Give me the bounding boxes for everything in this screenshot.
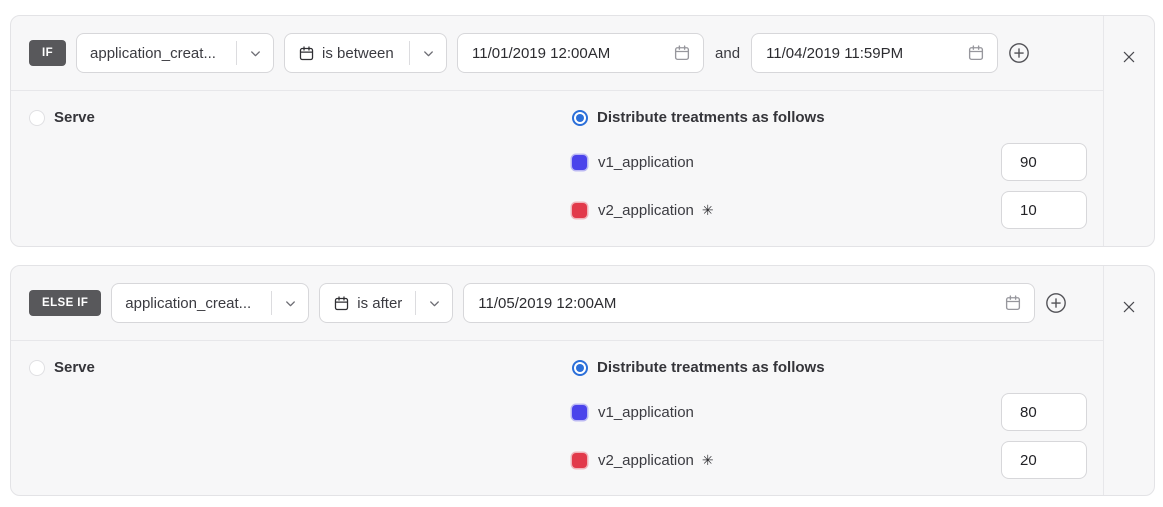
rule-close-column xyxy=(1103,266,1154,495)
date-start-input[interactable]: 11/01/2019 12:00AM xyxy=(457,33,705,73)
calendar-icon[interactable] xyxy=(673,44,691,62)
treatment-color-swatch xyxy=(572,202,587,218)
condition-badge: IF xyxy=(29,40,67,66)
dropdown-divider xyxy=(236,41,238,65)
treatment-row: v2_application ✳ xyxy=(572,441,1087,479)
date-start-value: 11/05/2019 12:00AM xyxy=(478,294,617,312)
chevron-down-icon xyxy=(427,296,442,311)
radio-selected-icon[interactable] xyxy=(572,109,588,126)
serve-label: Serve xyxy=(54,109,95,126)
serve-radio-option[interactable]: Serve xyxy=(29,109,95,126)
rule-card-if: IF application_creat... is between 11/01… xyxy=(10,15,1155,247)
attribute-dropdown[interactable]: application_creat... xyxy=(111,283,310,323)
radio-unselected-icon[interactable] xyxy=(29,109,45,126)
chevron-down-icon xyxy=(283,296,298,311)
dropdown-divider xyxy=(415,291,417,315)
rule-main: IF application_creat... is between 11/01… xyxy=(11,16,1103,246)
serve-radio-option[interactable]: Serve xyxy=(29,359,95,376)
close-icon[interactable] xyxy=(1120,298,1138,316)
attribute-dropdown-value: application_creat... xyxy=(90,44,216,62)
treatment-percent-input[interactable] xyxy=(1001,143,1087,181)
distribute-label: Distribute treatments as follows xyxy=(597,109,825,126)
date-start-value: 11/01/2019 12:00AM xyxy=(472,44,611,62)
distribute-section: Distribute treatments as follows v1_appl… xyxy=(572,359,1087,479)
treatment-color-swatch xyxy=(572,452,587,468)
serve-section: Serve Distribute treatments as follows v… xyxy=(11,91,1103,246)
conjunction-label: and xyxy=(715,44,741,62)
default-treatment-marker: ✳ xyxy=(701,201,714,218)
operator-dropdown-value: is between xyxy=(322,44,394,62)
date-end-value: 11/04/2019 11:59PM xyxy=(766,44,904,62)
operator-dropdown[interactable]: is after xyxy=(319,283,454,323)
treatment-name: v2_application xyxy=(598,451,694,469)
condition-row: ELSE IF application_creat... is after 11… xyxy=(11,266,1103,341)
serve-section: Serve Distribute treatments as follows v… xyxy=(11,341,1103,495)
treatment-list: v1_application v2_application ✳ xyxy=(572,393,1087,479)
condition-badge: ELSE IF xyxy=(29,290,102,316)
radio-unselected-icon[interactable] xyxy=(29,359,45,376)
radio-selected-icon[interactable] xyxy=(572,359,588,376)
treatment-percent-input[interactable] xyxy=(1001,441,1087,479)
add-condition-icon[interactable] xyxy=(1008,42,1030,64)
distribute-radio-option[interactable]: Distribute treatments as follows xyxy=(572,359,1087,376)
distribute-radio-option[interactable]: Distribute treatments as follows xyxy=(572,109,1087,126)
distribute-label: Distribute treatments as follows xyxy=(597,359,825,376)
calendar-icon[interactable] xyxy=(1004,294,1022,312)
treatment-percent-input[interactable] xyxy=(1001,191,1087,229)
treatment-color-swatch xyxy=(572,154,587,170)
calendar-icon[interactable] xyxy=(967,44,985,62)
treatment-name: v1_application xyxy=(598,403,694,421)
operator-dropdown-value: is after xyxy=(357,294,403,312)
treatment-percent-input[interactable] xyxy=(1001,393,1087,431)
add-condition-icon[interactable] xyxy=(1045,292,1067,314)
attribute-dropdown-value: application_creat... xyxy=(125,294,252,312)
treatment-row: v1_application xyxy=(572,393,1087,431)
treatment-color-swatch xyxy=(572,404,587,420)
operator-dropdown[interactable]: is between xyxy=(284,33,448,73)
close-icon[interactable] xyxy=(1120,48,1138,66)
distribute-section: Distribute treatments as follows v1_appl… xyxy=(572,109,1087,229)
date-end-input[interactable]: 11/04/2019 11:59PM xyxy=(751,33,999,73)
treatment-row: v1_application xyxy=(572,143,1087,181)
treatment-row: v2_application ✳ xyxy=(572,191,1087,229)
chevron-down-icon xyxy=(421,46,436,61)
condition-row: IF application_creat... is between 11/01… xyxy=(11,16,1103,91)
treatment-name: v1_application xyxy=(598,153,694,171)
attribute-dropdown[interactable]: application_creat... xyxy=(76,33,275,73)
chevron-down-icon xyxy=(248,46,263,61)
date-start-input[interactable]: 11/05/2019 12:00AM xyxy=(463,283,1036,323)
dropdown-divider xyxy=(271,291,273,315)
serve-label: Serve xyxy=(54,359,95,376)
calendar-icon xyxy=(298,45,315,62)
rule-main: ELSE IF application_creat... is after 11… xyxy=(11,266,1103,495)
treatment-name: v2_application xyxy=(598,201,694,219)
default-treatment-marker: ✳ xyxy=(701,451,714,468)
calendar-icon xyxy=(333,295,350,312)
rule-card-elseif: ELSE IF application_creat... is after 11… xyxy=(10,265,1155,496)
treatment-list: v1_application v2_application ✳ xyxy=(572,143,1087,229)
rule-close-column xyxy=(1103,16,1154,246)
dropdown-divider xyxy=(409,41,411,65)
